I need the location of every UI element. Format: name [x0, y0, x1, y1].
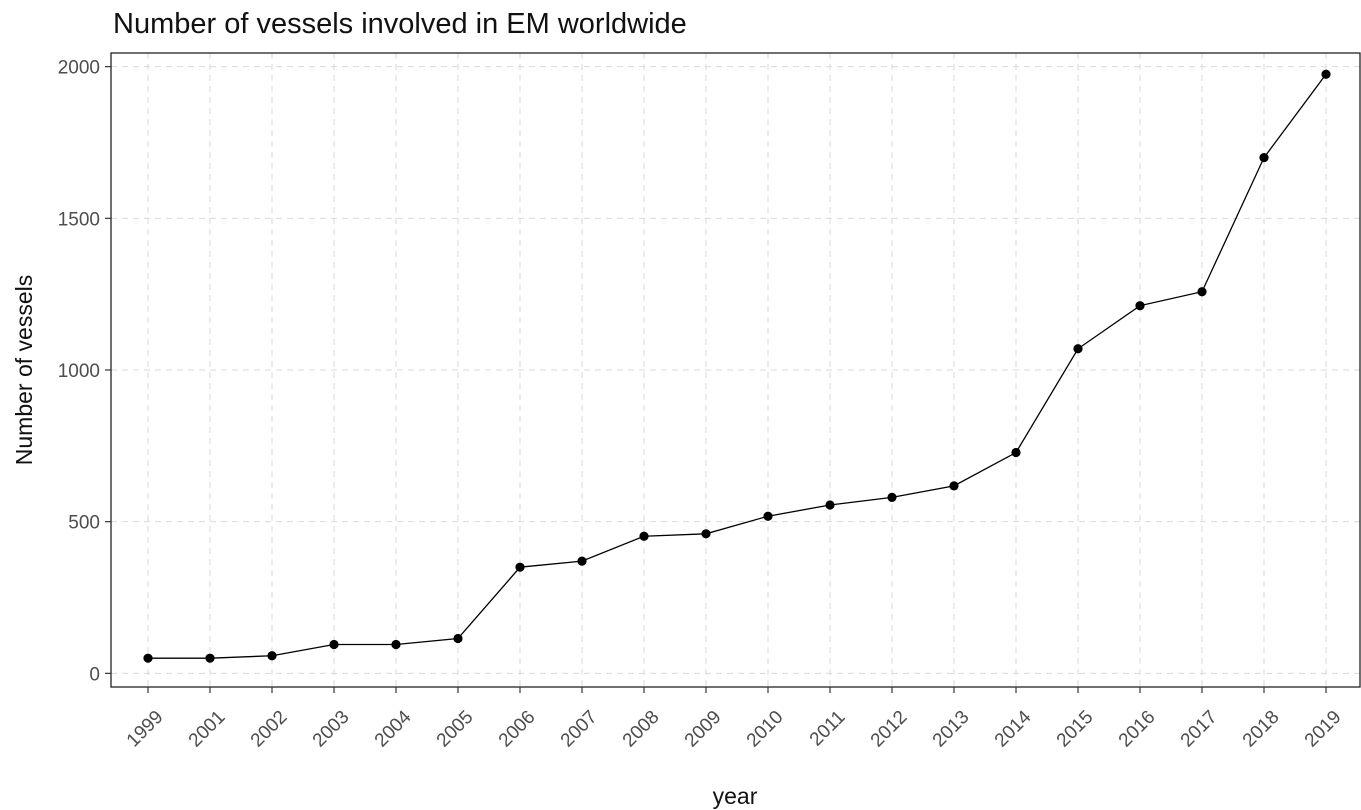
y-tick-label: 1500 [58, 209, 100, 230]
x-tick-label: 2014 [991, 706, 1036, 751]
data-point [453, 633, 463, 644]
x-tick-label: 2005 [433, 707, 478, 752]
data-point [639, 531, 649, 541]
data-point [1197, 287, 1207, 297]
x-tick-label: 2010 [743, 707, 788, 752]
x-tick-label: 2013 [929, 707, 974, 752]
series-points [143, 69, 1331, 663]
data-point [143, 653, 153, 663]
data-point [763, 511, 773, 521]
x-tick-label: 2017 [1177, 707, 1222, 752]
x-tick-label: 2018 [1239, 707, 1284, 752]
data-point [949, 481, 959, 491]
data-point [1135, 301, 1145, 311]
data-point [1011, 447, 1021, 458]
x-axis-title: year [713, 783, 758, 809]
x-tick-label: 2008 [619, 707, 664, 752]
y-tick-label: 500 [68, 513, 100, 534]
chart-title: Number of vessels involved in EM worldwi… [113, 8, 687, 40]
data-point [1073, 344, 1083, 354]
data-point [701, 529, 711, 539]
x-tick-label: 2016 [1115, 707, 1160, 752]
data-point [329, 639, 339, 650]
x-tick-label: 2002 [247, 707, 292, 752]
data-point [1259, 153, 1269, 163]
y-tick-label: 0 [89, 664, 100, 685]
x-tick-label: 2011 [806, 707, 850, 751]
x-tick-label: 2009 [681, 707, 726, 752]
x-tick-label: 2006 [495, 707, 540, 752]
series-line [148, 73, 1327, 659]
x-tick-label: 2004 [371, 706, 416, 751]
x-tick-label: 2007 [557, 707, 602, 752]
data-point [205, 653, 215, 663]
x-tick-label: 2015 [1053, 707, 1098, 752]
x-tick-label: 2003 [309, 707, 354, 752]
data-point [887, 492, 897, 503]
x-tick-label: 1999 [123, 707, 168, 752]
y-tick-label: 2000 [58, 58, 100, 79]
y-axis: 0 500 1000 1500 2000 [58, 58, 111, 685]
data-point [267, 651, 277, 661]
y-axis-title: Number of vessels [11, 275, 37, 465]
data-point [825, 500, 835, 510]
x-axis: 1999 2001 2002 2003 2004 2005 2006 2007 2008 2009… [123, 687, 1346, 751]
data-point [1321, 69, 1331, 79]
data-point [515, 562, 525, 572]
x-tick-label: 2019 [1301, 707, 1346, 752]
x-tick-label: 2001 [185, 707, 230, 752]
grid-lines [111, 53, 1360, 687]
y-tick-label: 1000 [58, 361, 100, 382]
data-point [391, 639, 401, 650]
x-tick-label: 2012 [867, 707, 912, 752]
data-point [577, 556, 587, 566]
